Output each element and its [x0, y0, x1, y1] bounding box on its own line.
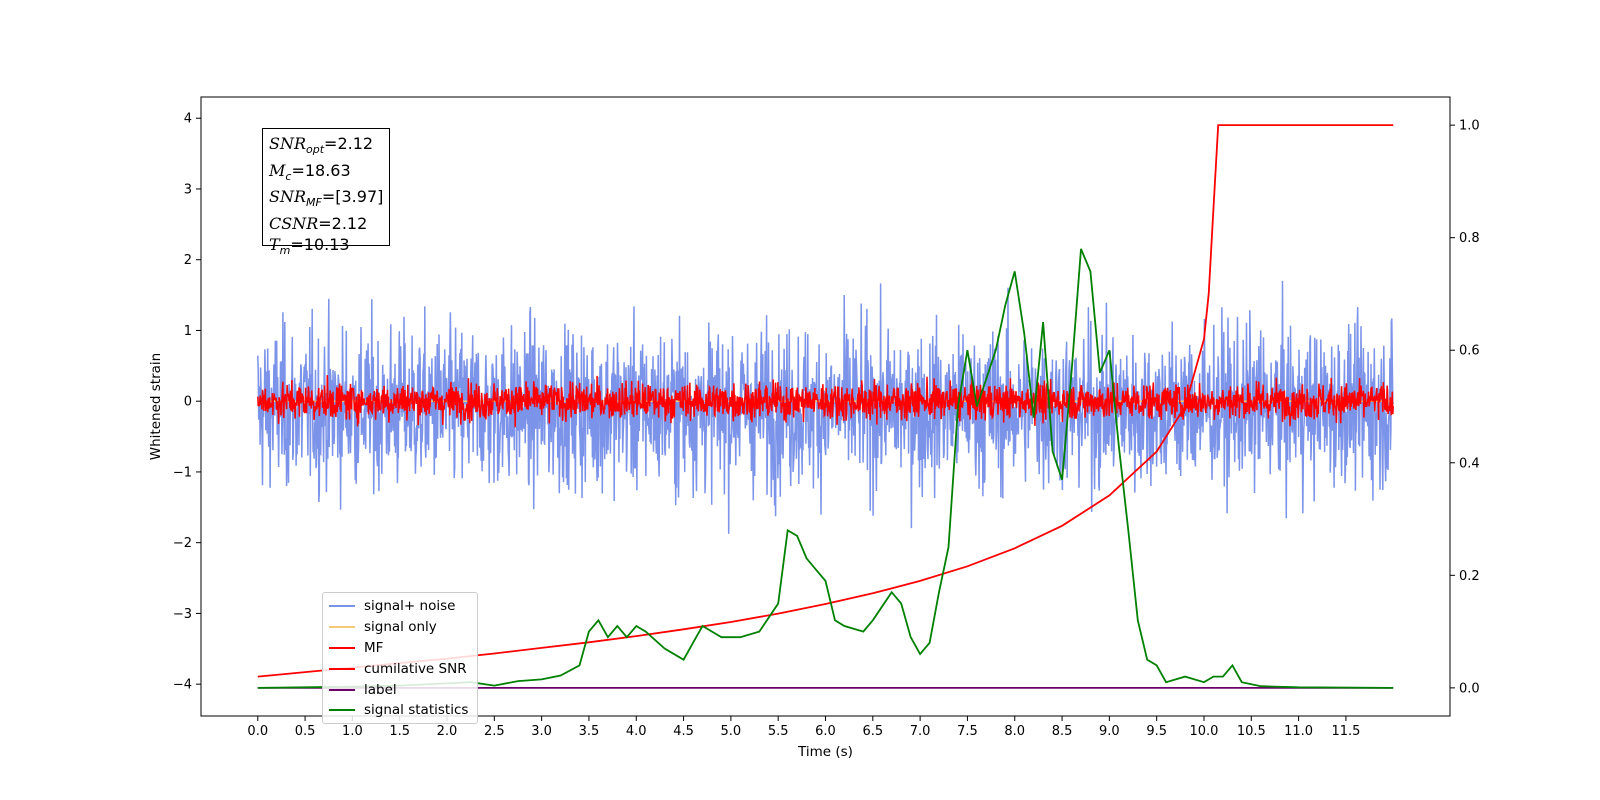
x-tick-label: 7.0: [910, 724, 931, 739]
legend-item-label: label: [329, 679, 471, 700]
y-tick-label-left: 4: [184, 112, 192, 127]
legend-swatch: [329, 688, 355, 691]
annotation-csnr: CSNR=2.12: [269, 214, 368, 234]
annotation-tm: Tm=10.13: [269, 234, 350, 257]
annotation-snr-mf: SNRMF=[3.97]: [269, 187, 384, 210]
x-tick-label: 2.0: [437, 724, 458, 739]
stats-annotation-box: SNRopt=2.12 Mc=18.63 SNRMF=[3.97] CSNR=2…: [262, 128, 390, 257]
legend-swatch: [329, 646, 355, 649]
x-tick-label: 11.5: [1331, 724, 1360, 739]
x-axis-label: Time (s): [797, 744, 853, 760]
legend-swatch: [329, 709, 355, 712]
legend: signal+ noise signal only MF cumilative …: [322, 592, 478, 724]
x-tick-label: 9.5: [1146, 724, 1167, 739]
x-tick-label: 6.0: [815, 724, 836, 739]
y-tick-label-left: −3: [173, 607, 192, 622]
x-tick-label: 4.0: [626, 724, 647, 739]
legend-item-cumulative-snr: cumilative SNR: [329, 658, 471, 679]
y-tick-label-left: −4: [173, 678, 192, 693]
x-tick-label: 8.5: [1052, 724, 1073, 739]
x-tick-label: 6.5: [862, 724, 883, 739]
legend-item-mf: MF: [329, 638, 471, 659]
x-tick-label: 5.0: [721, 724, 742, 739]
x-tick-label: 0.0: [247, 724, 268, 739]
x-tick-label: 5.5: [768, 724, 789, 739]
y-tick-label-right: 0.2: [1459, 569, 1480, 584]
x-tick-label: 10.5: [1237, 724, 1266, 739]
y-tick-label-right: 0.0: [1459, 681, 1480, 696]
legend-swatch: [329, 605, 355, 608]
series-signal-noise-line: [257, 280, 1394, 534]
y-tick-label-right: 0.4: [1459, 456, 1480, 471]
x-tick-label: 2.5: [484, 724, 505, 739]
legend-item-signal-noise: signal+ noise: [329, 596, 471, 617]
x-tick-label: 4.5: [673, 724, 694, 739]
x-tick-label: 8.0: [1004, 724, 1025, 739]
x-tick-label: 1.0: [342, 724, 363, 739]
legend-swatch: [329, 626, 355, 629]
legend-swatch: [329, 667, 355, 670]
y-axis-label: Whitened strain: [148, 353, 164, 460]
x-tick-label: 9.0: [1099, 724, 1120, 739]
y-tick-label-left: 2: [184, 253, 192, 268]
x-tick-label: 7.5: [957, 724, 978, 739]
y-tick-label-left: 1: [184, 324, 192, 339]
series-mf-line: [257, 375, 1394, 428]
y-tick-label-right: 1.0: [1459, 119, 1480, 134]
y-tick-label-left: −1: [173, 465, 192, 480]
legend-item-signal-statistics: signal statistics: [329, 700, 471, 721]
axes-layer: 0.0 0.5 1.0 1.5 2.0 2.5 3.0 3.5 4.0 4.5 5.0 5.5 6.0 6…: [173, 112, 1480, 739]
y-tick-label-left: 3: [184, 182, 192, 197]
series-signal-statistics-line: [257, 248, 1394, 689]
x-tick-label: 10.0: [1190, 724, 1219, 739]
y-tick-label-right: 0.8: [1459, 231, 1480, 246]
y-tick-label-left: 0: [184, 395, 192, 410]
y-tick-label-left: −2: [173, 536, 192, 551]
x-tick-label: 3.5: [579, 724, 600, 739]
x-tick-label: 3.0: [531, 724, 552, 739]
x-tick-label: 1.5: [389, 724, 410, 739]
annotation-snr-opt: SNRopt=2.12: [269, 134, 374, 157]
x-tick-label: 0.5: [295, 724, 316, 739]
y-tick-label-right: 0.6: [1459, 344, 1480, 359]
annotation-chirp-mass: Mc=18.63: [269, 160, 351, 183]
legend-item-signal-only: signal only: [329, 617, 471, 638]
x-tick-label: 11.0: [1284, 724, 1313, 739]
